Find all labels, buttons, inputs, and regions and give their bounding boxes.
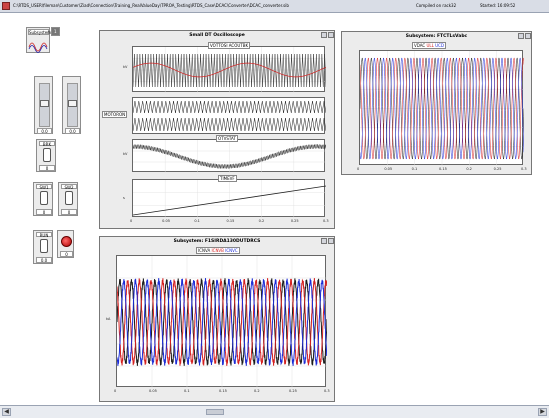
waveform-icon — [28, 42, 48, 53]
osc-xtick: 0.05 — [162, 219, 170, 223]
voltage-xtick: 0.15 — [439, 167, 447, 171]
toggle-icon — [65, 191, 73, 205]
voltage-xtick: 0.05 — [384, 167, 393, 171]
current-plot — [116, 255, 327, 388]
current-xtick: 0 — [114, 389, 117, 393]
current-panel-title: Subsystem: F1SIRDA130DUTDRCS — [173, 239, 261, 244]
slider-2-handle[interactable] — [68, 100, 77, 107]
status-lamp-value: 0 — [60, 251, 73, 257]
voltage-legend: VDAC ULL UCD — [412, 42, 446, 49]
lamp-icon — [61, 236, 72, 247]
current-xtick: 0.1 — [184, 389, 190, 393]
switch-sw1-value: 0 — [36, 209, 52, 215]
horizontal-scrollbar[interactable]: ◀ ▶ — [0, 405, 549, 418]
osc-plot-time — [132, 179, 326, 218]
oscilloscope-panel[interactable]: Small DT Oscilloscope VOTTOSI ACOUTBK kV… — [99, 30, 335, 229]
subsystem-number[interactable]: 1 — [51, 27, 60, 36]
close-icon[interactable] — [328, 238, 334, 244]
voltage-legend-a: VDAC — [414, 43, 426, 48]
current-xtick: 0.25 — [289, 389, 297, 393]
scroll-thumb[interactable] — [206, 409, 224, 415]
started-time: Started: 16:09:52 — [480, 3, 516, 8]
voltage-panel-title: Subsystem: FTCTLsVabc — [405, 34, 468, 39]
oscilloscope-title: Small DT Oscilloscope — [189, 33, 245, 38]
voltage-plot — [359, 50, 524, 166]
breaker-switch-value: 0 — [39, 165, 55, 171]
voltage-xtick: 0 — [357, 167, 360, 171]
current-panel[interactable]: Subsystem: F1SIRDA130DUTDRCS ICNVA ICNVB… — [99, 236, 335, 402]
window-titlebar: C:\RTDS_USER\fileman\Customer\Ziad\Conne… — [0, 0, 549, 13]
osc-plot-dc-legend: OTVSTAT — [216, 135, 238, 142]
restore-icon[interactable] — [518, 33, 524, 39]
osc-plot-switching-legend: MOTORON — [102, 111, 128, 118]
osc-plot-time-legend: TIMEVF — [218, 175, 237, 182]
subsystem-number-value: 1 — [54, 29, 57, 34]
status-lamp: 0 — [57, 230, 74, 258]
switch-sw2-label: SW2 — [61, 184, 77, 190]
voltage-panel[interactable]: Subsystem: FTCTLsVabc VDAC ULL UCD 0 0.05… — [341, 31, 532, 175]
osc-xtick: 0.3 — [323, 219, 329, 223]
osc-xtick: 0 — [130, 219, 133, 223]
slider-1-value: 0.0 — [37, 128, 52, 134]
scroll-right-icon[interactable]: ▶ — [538, 408, 547, 416]
current-legend: ICNVA ICNVB ICNVC — [196, 247, 240, 254]
voltage-xtick: 0.2 — [466, 167, 472, 171]
voltage-xtick: 0.25 — [493, 167, 502, 171]
osc-xtick: 0.1 — [194, 219, 200, 223]
slider-2-value: 0.0 — [65, 128, 80, 134]
osc-plot-dc-ylabel: kV — [123, 152, 128, 156]
voltage-legend-c: UCD — [435, 43, 444, 48]
switch-sw2-value: 0 — [61, 209, 77, 215]
subsystem-label: Subsystem — [28, 29, 52, 35]
current-xtick: 0.05 — [149, 389, 157, 393]
current-xtick: 0.2 — [254, 389, 260, 393]
current-xtick: 0.15 — [219, 389, 227, 393]
osc-xtick: 0.2 — [258, 219, 265, 223]
switch-run-value: 0.0 — [36, 257, 52, 263]
voltage-xtick: 0.1 — [411, 167, 418, 171]
compiled-status: Compiled on rack32 — [416, 3, 457, 8]
voltage-legend-b: ULL — [426, 43, 434, 48]
file-path: C:\RTDS_USER\fileman\Customer\Ziad\Conne… — [13, 3, 289, 8]
switch-run[interactable]: RUN 0.0 — [33, 230, 53, 264]
toggle-icon — [40, 191, 48, 205]
switch-run-label: RUN — [36, 232, 52, 238]
osc-plot-switching — [132, 97, 326, 134]
osc-plot-voltage-legend: VOTTOSI ACOUTBK — [208, 42, 251, 49]
close-icon[interactable] — [525, 33, 531, 39]
slider-2[interactable]: 0.0 — [62, 76, 81, 134]
switch-sw2[interactable]: SW2 0 — [58, 182, 78, 216]
voltage-xtick: 0.3 — [521, 167, 527, 171]
restore-icon[interactable] — [321, 32, 327, 38]
app-icon — [2, 2, 10, 10]
breaker-switch[interactable]: BRK 0 — [36, 139, 56, 172]
osc-plot-time-ylabel: s — [123, 196, 125, 200]
scroll-left-icon[interactable]: ◀ — [2, 408, 11, 416]
current-legend-b: ICNVB — [211, 248, 224, 253]
slider-1[interactable]: 0.0 — [34, 76, 53, 134]
toggle-icon — [40, 239, 48, 253]
osc-xtick: 0.15 — [226, 219, 235, 223]
slider-1-handle[interactable] — [40, 100, 49, 107]
current-ylabel: kA — [106, 317, 111, 321]
osc-plot-voltage — [132, 46, 326, 93]
osc-xtick: 0.25 — [290, 219, 299, 223]
close-icon[interactable] — [328, 32, 334, 38]
restore-icon[interactable] — [321, 238, 327, 244]
toggle-icon — [43, 148, 51, 162]
switch-sw1[interactable]: SW1 0 — [33, 182, 53, 216]
switch-sw1-label: SW1 — [36, 184, 52, 190]
subsystem-selector[interactable]: Subsystem — [26, 27, 52, 53]
osc-plot-voltage-ylabel: kV — [123, 65, 128, 69]
breaker-switch-label: BRK — [39, 141, 55, 147]
osc-plot-dc — [132, 139, 326, 173]
current-xtick: 0.3 — [324, 389, 330, 393]
current-legend-a: ICNVA — [198, 248, 211, 253]
current-legend-c: ICNVC — [225, 248, 238, 253]
